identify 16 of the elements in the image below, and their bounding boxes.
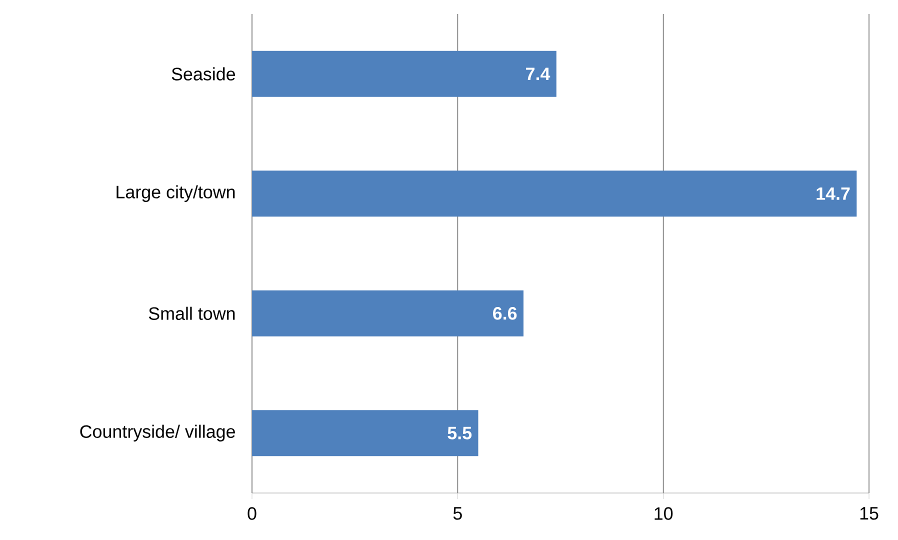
x-tick-label: 5 <box>453 507 462 520</box>
data-label: 6.6 <box>493 307 517 320</box>
y-tick-label: Seaside <box>172 67 236 80</box>
data-label: 7.4 <box>526 68 550 80</box>
bar <box>252 410 478 456</box>
x-tick-label: 10 <box>654 507 673 520</box>
bar <box>252 170 857 217</box>
bar <box>252 50 556 97</box>
x-tick-label: 0 <box>248 507 256 520</box>
y-tick-label: Large city/town <box>116 185 235 202</box>
data-label: 5.5 <box>448 426 472 440</box>
y-tick-label: Small town <box>148 306 235 320</box>
data-label: 14.7 <box>816 187 850 200</box>
y-tick-label: Countryside/ village <box>80 424 235 442</box>
x-tick-label: 15 <box>860 507 878 520</box>
bar <box>252 290 524 336</box>
